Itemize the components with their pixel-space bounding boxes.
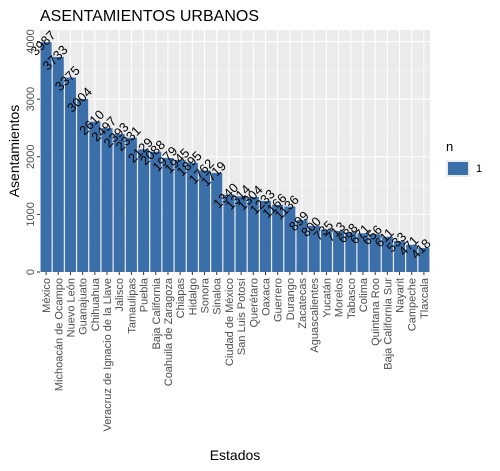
bar <box>162 157 174 272</box>
bar <box>64 77 76 273</box>
bar <box>125 137 137 272</box>
x-tick-label: Tlaxcala <box>419 277 431 319</box>
y-axis: 0 1000 2000 3000 4000 <box>25 29 40 275</box>
y-axis-title: Asentamientos <box>6 105 22 198</box>
bar <box>308 225 320 272</box>
x-axis: México Michoacán de Ocampo Nuevo León Guana… <box>41 272 431 432</box>
x-tick-label: Coahuila de Zaragoza <box>163 277 175 386</box>
chart-title: ASENTAMIENTOS URBANOS <box>40 8 259 25</box>
y-tick-label: 1000 <box>25 202 37 226</box>
bar <box>345 232 357 272</box>
bar <box>247 196 259 272</box>
x-tick-label: San Luis Potosí <box>236 278 248 355</box>
x-tick-label: Aguascalientes <box>309 278 321 353</box>
bar <box>101 128 113 272</box>
bar <box>272 204 284 272</box>
bar <box>223 194 235 272</box>
x-tick-label: Campeche <box>407 278 419 331</box>
x-tick-label: Jalisco <box>114 278 126 312</box>
x-tick-label: México <box>41 278 53 313</box>
bar <box>52 56 64 272</box>
y-tick-label: 2000 <box>25 145 37 169</box>
x-tick-label: Guanajuato <box>78 278 90 335</box>
x-tick-label: Querétaro <box>248 278 260 328</box>
x-tick-label: Baja California <box>151 277 163 349</box>
y-tick-label: 0 <box>25 269 37 275</box>
bar <box>406 244 418 272</box>
x-tick-label: Chihuahua <box>90 277 102 331</box>
legend: n 1 <box>446 139 482 177</box>
x-tick-label: Tabasco <box>346 278 358 319</box>
x-tick-label: Chiapas <box>175 278 187 319</box>
x-tick-label: Sinaloa <box>212 277 224 315</box>
bar <box>320 229 332 272</box>
bar <box>284 206 296 272</box>
x-tick-label: Michoacán de Ocampo <box>53 278 65 391</box>
bar <box>418 247 430 272</box>
x-tick-label: Veracruz de Ignacio de la Llave <box>102 278 114 432</box>
bar <box>357 233 369 272</box>
x-axis-title: Estados <box>210 447 261 463</box>
legend-title: n <box>446 139 453 154</box>
y-tick-label: 4000 <box>25 29 37 53</box>
x-tick-label: Oaxaca <box>260 277 272 316</box>
x-tick-label: Morelos <box>334 278 346 318</box>
bar <box>40 42 52 272</box>
x-tick-label: Colima <box>358 277 370 312</box>
x-tick-label: Nayarit <box>395 278 407 313</box>
bars <box>40 42 430 273</box>
x-tick-label: Tamaulipas <box>126 278 138 334</box>
bar <box>89 121 101 272</box>
x-tick-label: Baja California Sur <box>382 278 394 370</box>
bar <box>296 220 308 272</box>
bar <box>259 200 271 272</box>
x-tick-label: Nuevo León <box>65 278 77 337</box>
bar <box>199 170 211 272</box>
x-tick-label: Sonora <box>200 277 212 313</box>
bar <box>150 151 162 272</box>
x-tick-label: Durango <box>285 278 297 320</box>
x-tick-label: Ciudad de México <box>224 278 236 366</box>
bar <box>211 172 223 272</box>
bar <box>369 234 381 272</box>
bar <box>138 149 150 272</box>
bar <box>394 241 406 272</box>
x-tick-label: Quintana Roo <box>370 278 382 346</box>
x-tick-label: Guerrero <box>273 278 285 322</box>
bar <box>381 236 393 272</box>
bar <box>235 196 247 272</box>
x-tick-label: Zacatecas <box>297 278 309 329</box>
x-tick-label: Hidalgo <box>187 278 199 315</box>
bar <box>333 230 345 272</box>
x-tick-label: Yucatán <box>321 278 333 318</box>
bar <box>77 98 89 272</box>
legend-label: 1 <box>476 163 482 175</box>
x-tick-label: Puebla <box>139 277 151 312</box>
bar <box>186 162 198 272</box>
bar <box>113 134 125 272</box>
legend-swatch <box>448 162 468 175</box>
y-tick-label: 3000 <box>25 87 37 111</box>
bar <box>174 159 186 272</box>
